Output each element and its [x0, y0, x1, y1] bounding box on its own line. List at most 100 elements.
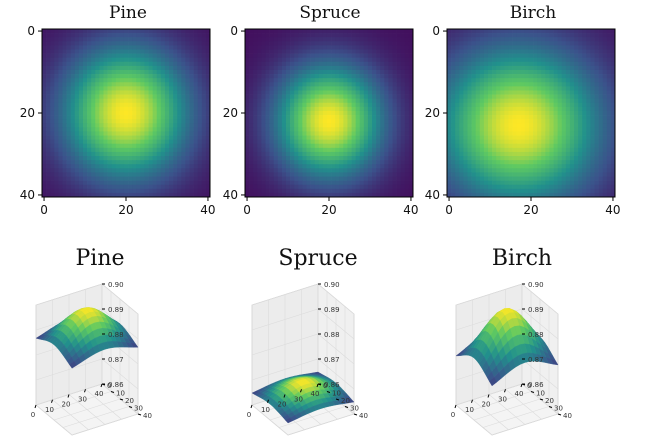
heatmap-cell — [528, 45, 534, 50]
heatmap-cell — [363, 90, 369, 95]
heatmap-cell — [115, 131, 121, 136]
heatmap-cell — [504, 98, 509, 104]
heatmap-cell — [528, 151, 534, 157]
heatmap-cell — [557, 102, 563, 108]
heatmap-cell — [294, 188, 299, 194]
heatmap-cell — [148, 139, 153, 145]
heatmap-cell — [553, 110, 558, 116]
heatmap-cell — [103, 98, 108, 104]
heatmap-cell — [512, 119, 518, 124]
heatmap-cell — [95, 123, 100, 128]
heatmap-cell — [140, 135, 145, 140]
heatmap-cell — [245, 192, 250, 198]
heatmap-cell — [46, 139, 51, 145]
heatmap-cell — [557, 82, 563, 87]
heatmap-cell — [528, 57, 534, 63]
heatmap-cell — [500, 119, 505, 124]
heatmap-cell — [475, 69, 481, 75]
heatmap-cell — [54, 139, 59, 145]
heatmap-cell — [281, 172, 287, 177]
heatmap-cell — [140, 98, 145, 104]
heatmap-cell — [594, 78, 599, 83]
heatmap-cell — [594, 82, 599, 87]
heatmap-cell — [455, 119, 460, 124]
heatmap-cell — [590, 131, 595, 136]
heatmap-cell — [181, 160, 186, 165]
heatmap-cell — [471, 94, 477, 100]
heatmap-cell — [384, 57, 389, 63]
heatmap-cell — [318, 115, 324, 120]
heatmap-cell — [463, 78, 468, 83]
heatmap-cell — [541, 49, 546, 54]
heatmap-cell — [343, 123, 348, 128]
heatmap-cell — [594, 29, 599, 34]
heatmap-cell — [277, 74, 283, 79]
heatmap-cell — [549, 184, 554, 190]
heatmap-cell — [355, 106, 361, 112]
heatmap-cell — [46, 123, 51, 128]
heatmap-cell — [314, 131, 320, 136]
heatmap-cell — [475, 37, 481, 42]
heatmap-cell — [447, 82, 452, 87]
heatmap-cell — [404, 192, 410, 198]
heatmap-cell — [265, 53, 270, 59]
heatmap-cell — [586, 82, 591, 87]
heatmap-cell — [54, 82, 59, 87]
heatmap-cell — [586, 160, 591, 165]
heatmap-cell — [285, 74, 291, 79]
heatmap-cell — [119, 86, 125, 91]
heatmap-cell — [314, 168, 320, 173]
heatmap-cell — [249, 37, 254, 42]
heatmap-cell — [520, 61, 526, 67]
heatmap-cell — [281, 74, 287, 79]
heatmap-cell — [156, 102, 162, 108]
heatmap-cell — [557, 74, 563, 79]
heatmap-cell — [74, 168, 80, 173]
heatmap-cell — [177, 69, 182, 75]
heatmap-cell — [384, 82, 389, 87]
heatmap-cell — [177, 135, 182, 140]
heatmap-cell — [355, 176, 361, 181]
heatmap-cell — [463, 110, 468, 116]
heatmap-cell — [249, 41, 254, 46]
heatmap-cell — [326, 53, 332, 59]
heatmap-cell — [463, 168, 468, 173]
heatmap-cell — [310, 110, 316, 116]
heatmap-cell — [140, 37, 145, 42]
heatmap-cell — [594, 37, 599, 42]
heatmap-cell — [136, 94, 141, 100]
heatmap-cell — [132, 74, 137, 79]
heatmap-cell — [197, 106, 203, 112]
heatmap-cell — [520, 110, 526, 116]
heatmap-cell — [590, 160, 595, 165]
heatmap-cell — [261, 98, 266, 104]
heatmap-cell — [451, 69, 456, 75]
heatmap-cell — [253, 65, 258, 71]
heatmap-cell — [359, 61, 365, 67]
heatmap-cell — [54, 156, 59, 161]
heatmap-cell — [384, 184, 389, 190]
heatmap-cell — [475, 82, 481, 87]
heatmap-cell — [496, 143, 501, 149]
heatmap-cell — [400, 106, 406, 112]
heatmap-cell — [326, 102, 332, 108]
heatmap-cell — [471, 115, 477, 120]
heatmap-cell — [306, 61, 311, 67]
heatmap-cell — [347, 53, 352, 59]
heatmap-cell — [326, 106, 332, 112]
heatmap-cell — [205, 82, 211, 87]
heatmap-cell — [46, 184, 51, 190]
heatmap-cell — [205, 164, 211, 169]
heatmap-cell — [197, 49, 203, 54]
heatmap-cell — [483, 49, 489, 54]
heatmap-cell — [322, 86, 328, 91]
heatmap-cell — [169, 33, 174, 38]
heatmap-cell — [598, 78, 604, 83]
heatmap-cell — [156, 164, 162, 169]
heatmap-cell — [590, 69, 595, 75]
heatmap-cell — [103, 123, 108, 128]
heatmap-cell — [496, 74, 501, 79]
heatmap-cell — [561, 160, 567, 165]
heatmap-cell — [582, 160, 587, 165]
heatmap-cell — [479, 61, 485, 67]
